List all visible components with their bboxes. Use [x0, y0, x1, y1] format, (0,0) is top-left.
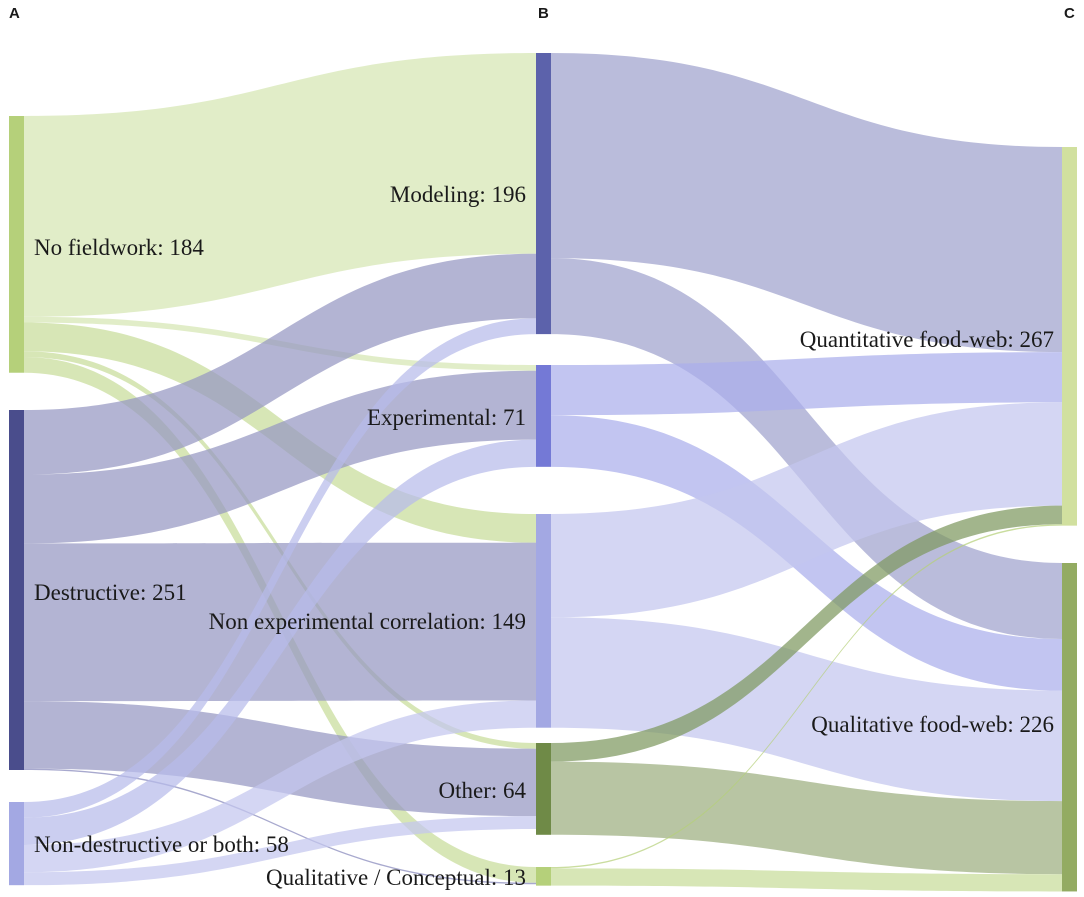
node-labels: No fieldwork: 184 Destructive: 251 Non-des… — [34, 182, 1054, 890]
node-bar-destructive — [9, 410, 24, 770]
flow-nonexp-to-quant — [551, 402, 1062, 618]
node-bar-nofield — [9, 116, 24, 373]
node-label-other: Other: 64 — [438, 778, 526, 803]
flow-nonexp-to-qual — [551, 617, 1062, 802]
column-letter-b: B — [538, 5, 549, 22]
node-bar-experimental — [536, 365, 551, 467]
node-label-nonexp: Non experimental correlation: 149 — [209, 609, 526, 634]
flow-other-to-quant — [551, 505, 1062, 762]
flow-destructive-to-nonexp — [24, 542, 536, 702]
node-bar-nondestr — [9, 802, 24, 886]
flow-qualconc-to-quant — [551, 524, 1062, 869]
column-letters: A B C — [9, 5, 1075, 22]
node-label-experimental: Experimental: 71 — [367, 405, 526, 430]
node-bar-quant — [1062, 147, 1077, 526]
node-label-qual: Qualitative food-web: 226 — [811, 712, 1054, 737]
node-bar-nonexp — [536, 514, 551, 728]
node-bar-qual — [1062, 563, 1077, 892]
flow-nondestr-to-experimental — [24, 439, 536, 846]
column-letter-a: A — [9, 5, 20, 22]
flow-nofield-to-modeling — [24, 53, 536, 317]
node-label-destructive: Destructive: 251 — [34, 580, 187, 605]
flow-other-to-qual — [551, 761, 1062, 875]
flow-nondestr-to-nonexp — [24, 700, 536, 873]
node-label-qualconc: Qualitative / Conceptual: 13 — [266, 865, 526, 890]
flow-links — [24, 53, 1062, 892]
flow-nondestr-to-modeling — [24, 318, 536, 818]
node-bar-modeling — [536, 53, 551, 335]
node-label-nofield: No fieldwork: 184 — [34, 235, 204, 260]
flow-destructive-to-qualconc — [24, 768, 536, 885]
node-bar-other — [536, 743, 551, 835]
column-letter-c: C — [1064, 5, 1075, 22]
flow-qualconc-to-qual — [551, 868, 1062, 892]
node-bars — [9, 53, 1077, 892]
node-bar-qualconc — [536, 867, 551, 886]
flow-destructive-to-experimental — [24, 370, 536, 544]
flow-modeling-to-quant — [551, 53, 1062, 353]
flow-nondestr-to-other — [24, 816, 536, 886]
node-label-nondestr: Non-destructive or both: 58 — [34, 832, 289, 857]
flow-experimental-to-quant — [551, 352, 1062, 416]
flow-destructive-to-other — [24, 701, 536, 817]
node-label-modeling: Modeling: 196 — [390, 182, 526, 207]
node-label-quant: Quantitative food-web: 267 — [800, 327, 1054, 352]
flow-destructive-to-modeling — [24, 253, 536, 475]
